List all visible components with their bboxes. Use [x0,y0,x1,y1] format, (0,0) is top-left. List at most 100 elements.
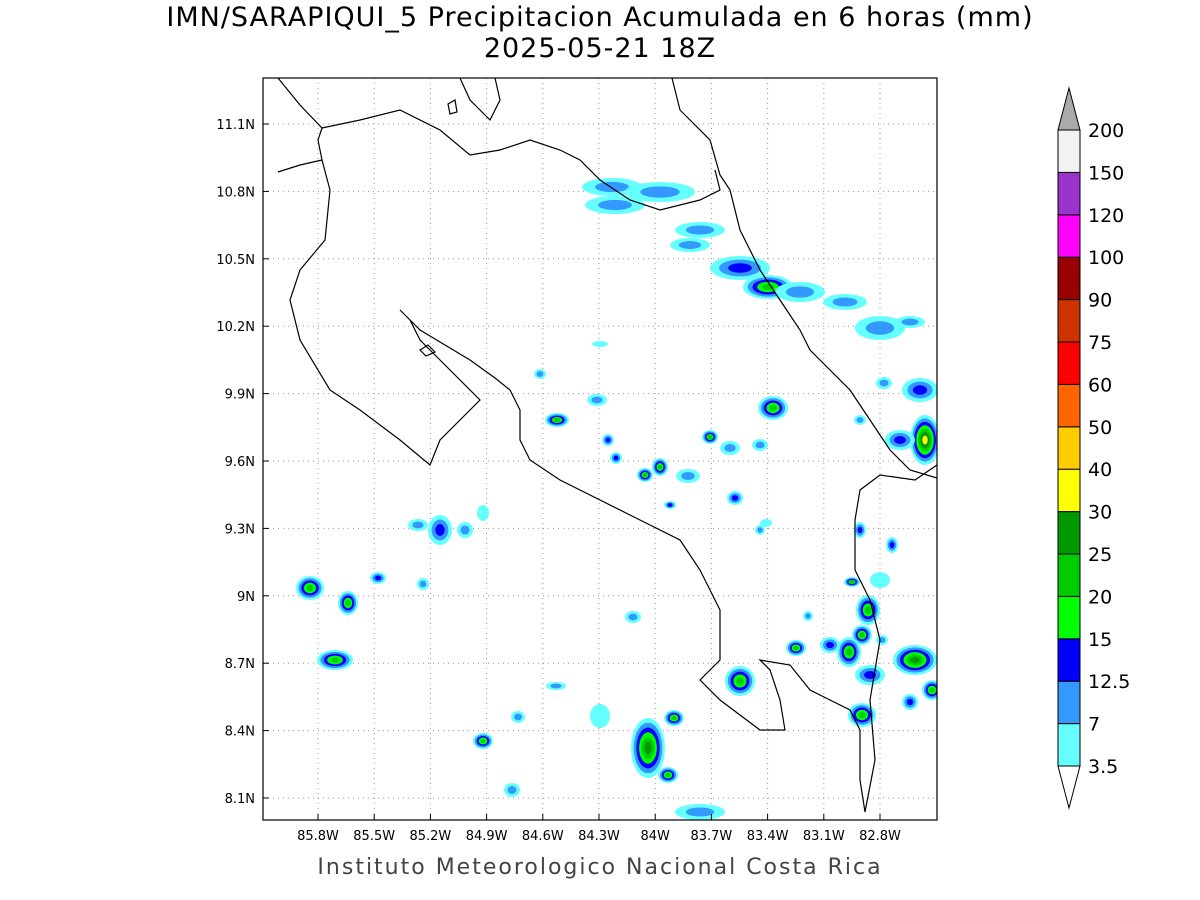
colorbar-swatch [1057,256,1081,301]
island [447,99,458,115]
precip-contour [856,417,864,423]
colorbar-swatch [1057,299,1081,343]
precip-contour [595,181,629,193]
precip-contour [330,657,340,663]
lat-tick-label: 9.3N [225,522,255,537]
colorbar-label: 50 [1088,417,1112,439]
colorbar-over-arrow [1057,86,1081,131]
precip-contour [850,580,854,584]
lon-tick-label: 84.6W [522,829,564,844]
precip-cell [675,804,725,820]
colorbar-swatch [1057,680,1081,725]
precip-contour [643,473,647,477]
precip-contour [536,371,544,377]
lon-tick-label: 83.7W [690,829,732,844]
colorbar-under-arrow [1057,765,1081,810]
precip-cell [590,704,610,728]
precip-cell [670,238,710,252]
precip-contour [826,641,834,649]
colorbar-label: 200 [1088,120,1124,142]
precip-cell [893,645,937,675]
colorbar-swatch [1057,468,1081,513]
colorbar-label: 7 [1088,714,1100,736]
coastlines [277,78,937,813]
lat-tick-label: 9.9N [225,388,255,403]
precip-cell [652,458,668,476]
lat-tick-label: 8.1N [225,792,255,807]
precip-contour [832,297,858,307]
precip-cell [820,637,840,653]
precip-cell [504,783,520,797]
precip-cell [752,439,768,451]
colorbar-label: 3.5 [1088,756,1118,778]
precip-contour [681,472,695,480]
precip-cell [837,637,861,667]
precipitation-field [296,178,937,820]
lon-tick-label: 83.1W [803,829,845,844]
precip-cell [844,577,860,587]
precip-cell [710,256,770,280]
colorbar-label: 25 [1088,544,1112,566]
precip-contour [757,527,763,533]
precip-cell [587,394,607,406]
precip-contour [460,525,470,535]
precip-cell [727,491,743,505]
border-panama [854,464,937,813]
precip-cell [546,682,566,690]
precip-cell [852,625,872,645]
colorbar-label: 150 [1088,162,1124,184]
precip-contour [419,580,427,588]
colorbar-label: 12.5 [1088,671,1130,693]
precip-cell [755,525,765,535]
precip-contour [667,503,673,507]
precip-cell [870,572,890,588]
colorbar-swatch [1057,553,1081,597]
precip-cell [854,415,866,425]
precip-contour [590,704,610,728]
colorbar-swatch [1057,595,1081,640]
precip-cell [876,377,892,389]
lake-shore [459,78,501,122]
precip-contour [793,646,799,650]
map-subtitle: 2025-05-21 18Z [483,33,717,64]
precip-cell [702,430,718,444]
precip-cell [473,733,493,749]
precip-cell [625,182,695,202]
precip-cell [631,718,665,778]
lat-tick-label: 11.1N [216,118,255,133]
colorbar-label: 15 [1088,629,1112,651]
precip-cell [902,694,918,710]
precip-contour [613,455,619,461]
precip-contour [671,716,677,720]
precip-cell [922,680,937,700]
precip-contour [728,263,752,273]
coastline-north [277,78,323,173]
precip-contour [658,464,662,470]
colorbar-swatch [1057,214,1081,258]
precip-contour [922,435,928,445]
colorbar-swatch [1057,638,1081,682]
colorbar-label: 30 [1088,502,1112,524]
precip-contour [864,671,876,679]
colorbar-label: 40 [1088,459,1112,481]
credit-text: Instituto Meteorologico Nacional Costa R… [317,855,883,880]
precip-contour [785,286,815,298]
precip-cell [296,576,324,600]
precip-cell [338,591,358,615]
precip-contour [846,648,852,656]
precip-cell [417,578,429,590]
colorbar-swatch [1057,426,1081,470]
precip-contour [435,524,445,536]
precip-cell [511,711,525,723]
precip-cell [637,468,653,482]
precip-cell [856,595,880,625]
precip-contour [598,199,632,211]
precip-cell [910,415,937,465]
colorbar-label: 100 [1088,247,1124,269]
precip-contour [857,526,863,534]
precip-contour [628,613,638,621]
lat-tick-label: 9N [237,590,255,605]
precip-contour [724,444,736,452]
lat-tick-label: 8.7N [225,657,255,672]
precip-contour [640,186,680,198]
